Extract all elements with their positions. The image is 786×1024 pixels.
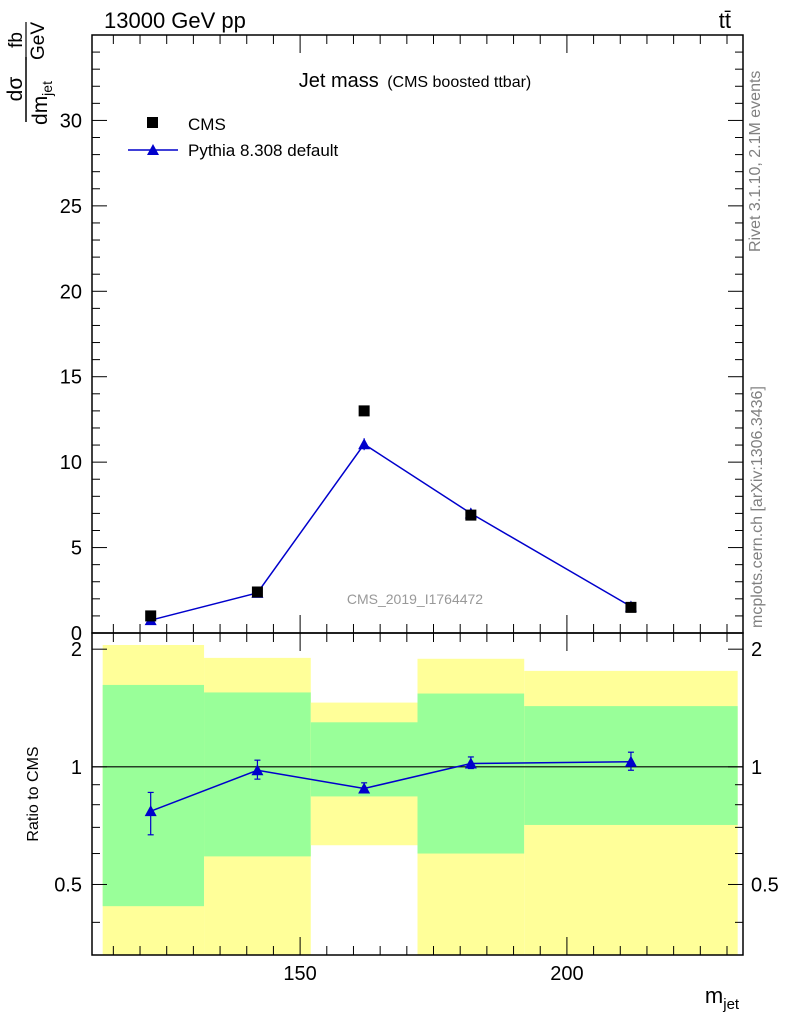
y-tick-label: 0 bbox=[71, 623, 82, 645]
y-label-unit-denominator: GeV bbox=[28, 22, 49, 60]
y-label-denominator: dm bbox=[29, 96, 52, 125]
legend-cms-marker bbox=[147, 117, 158, 128]
ratio-y-axis: 0.5 0.5 1 1 2 2 bbox=[54, 639, 779, 923]
y-label-numerator: dσ bbox=[4, 77, 27, 102]
ratio-frame bbox=[91, 632, 744, 956]
rivet-label: Rivet 3.1.10, 2.1M events bbox=[747, 71, 764, 252]
legend: CMS Pythia 8.308 default bbox=[128, 115, 339, 160]
x-axis-label-sub: jet bbox=[722, 996, 740, 1013]
process-label: tt̄ bbox=[719, 8, 731, 33]
main-title: Jet mass bbox=[299, 70, 379, 92]
x-axis: 150 200 bbox=[112, 35, 728, 985]
cms-point bbox=[358, 405, 370, 417]
legend-mc-label: Pythia 8.308 default bbox=[188, 141, 339, 160]
x-tick-label: 200 bbox=[550, 963, 583, 985]
y-label-denominator-group: dmjet bbox=[29, 81, 55, 125]
legend-cms-label: CMS bbox=[188, 115, 226, 134]
ratio-point bbox=[464, 757, 477, 769]
ratio-y-tick-label-right: 1 bbox=[751, 757, 762, 779]
ratio-y-tick-label-right: 0.5 bbox=[751, 874, 779, 896]
y-tick-label: 25 bbox=[60, 196, 82, 218]
ratio-point bbox=[251, 764, 264, 776]
ratio-y-tick-label: 2 bbox=[71, 639, 82, 661]
ratio-point bbox=[624, 755, 637, 767]
cms-point bbox=[625, 601, 637, 613]
y-tick-label: 20 bbox=[60, 281, 82, 303]
main-subtitle: (CMS boosted ttbar) bbox=[387, 74, 531, 91]
mc-point bbox=[358, 438, 371, 450]
watermark: CMS_2019_I1764472 bbox=[347, 591, 483, 607]
y-label-denominator-sub: jet bbox=[39, 81, 55, 97]
legend-mc-marker bbox=[147, 144, 159, 155]
x-axis-label: mjet bbox=[705, 983, 740, 1013]
ratio-y-label: Ratio to CMS bbox=[25, 746, 42, 841]
ratio-y-tick-label: 0.5 bbox=[54, 874, 82, 896]
ratio-point bbox=[144, 805, 157, 817]
main-y-axis: 0 5 10 15 20 25 30 bbox=[60, 34, 743, 645]
y-tick-label: 10 bbox=[60, 452, 82, 474]
x-tick-label: 150 bbox=[283, 963, 316, 985]
ratio-point bbox=[358, 782, 371, 794]
y-tick-label: 15 bbox=[60, 367, 82, 389]
uncertainty-band-inner bbox=[102, 684, 205, 907]
cms-point bbox=[145, 610, 157, 622]
cms-point bbox=[465, 509, 477, 521]
main-title-group: Jet mass (CMS boosted ttbar) bbox=[299, 70, 532, 92]
ratio-y-tick-label: 1 bbox=[71, 757, 82, 779]
ratio-panel bbox=[92, 644, 743, 955]
energy-label: 13000 GeV pp bbox=[104, 8, 246, 33]
y-tick-label: 30 bbox=[60, 110, 82, 132]
site-label: mcplots.cern.ch [arXiv:1306.3436] bbox=[749, 386, 766, 628]
y-tick-label: 5 bbox=[71, 538, 82, 560]
uncertainty-band-inner bbox=[417, 693, 525, 854]
main-y-label: dσ dmjet fb GeV bbox=[4, 22, 55, 125]
main-panel bbox=[144, 405, 637, 626]
ratio-y-tick-label-right: 2 bbox=[751, 639, 762, 661]
cms-point bbox=[251, 586, 263, 598]
x-axis-label-main: m bbox=[705, 983, 723, 1008]
y-label-unit-numerator: fb bbox=[6, 32, 27, 48]
